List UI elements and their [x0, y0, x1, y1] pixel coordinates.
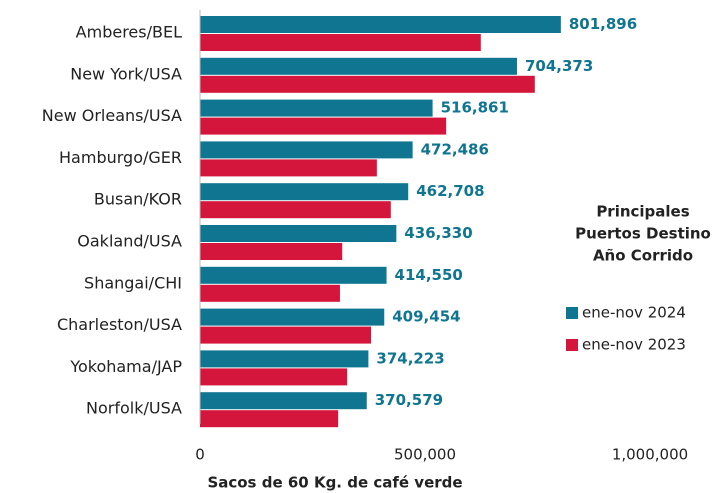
bar — [200, 326, 371, 344]
bar — [200, 243, 343, 260]
bar — [200, 183, 409, 201]
bar — [200, 34, 481, 51]
data-label: 436,330 — [404, 224, 472, 242]
legend-title: Puertos Destino — [575, 225, 711, 243]
data-label: 472,486 — [421, 140, 489, 158]
bar — [200, 266, 387, 284]
data-label: 370,579 — [375, 391, 443, 409]
legend-swatch — [566, 307, 578, 319]
y-tick-label: Shangai/CHI — [84, 273, 182, 292]
legend-swatch — [566, 339, 578, 351]
bar — [200, 308, 385, 326]
y-tick-label: Norfolk/USA — [86, 399, 182, 418]
data-label: 409,454 — [392, 308, 460, 326]
bar — [200, 75, 535, 93]
data-label: 516,861 — [441, 99, 509, 117]
x-tick-label: 500,000 — [394, 446, 456, 464]
legend-title: Año Corrido — [593, 247, 693, 265]
bar — [200, 117, 447, 135]
data-label: 704,373 — [525, 57, 593, 75]
bar — [200, 16, 561, 33]
data-label: 462,708 — [416, 182, 484, 200]
y-tick-label: Oakland/USA — [77, 232, 182, 251]
bar — [200, 159, 377, 177]
legend-title: Principales — [596, 203, 689, 221]
x-tick-label: 0 — [195, 446, 205, 464]
bar — [200, 410, 339, 428]
bar — [200, 284, 340, 302]
data-label: 374,223 — [376, 349, 444, 367]
data-label: 414,550 — [395, 266, 463, 284]
y-tick-label: Amberes/BEL — [76, 23, 182, 42]
bar — [200, 350, 369, 368]
y-tick-label: Charleston/USA — [57, 315, 182, 334]
y-tick-label: Busan/KOR — [94, 190, 182, 209]
legend-label: ene-nov 2024 — [582, 304, 686, 322]
bar — [200, 141, 413, 159]
y-tick-label: Hamburgo/GER — [59, 148, 182, 167]
x-tick-label: 1,000,000 — [612, 446, 688, 464]
bar — [200, 201, 391, 219]
bar — [200, 368, 348, 386]
bar — [200, 225, 397, 242]
y-tick-label: New York/USA — [70, 64, 182, 83]
y-tick-label: Yokohama/JAP — [69, 357, 182, 376]
bar — [200, 99, 433, 117]
data-label: 801,896 — [569, 15, 637, 33]
y-tick-label: New Orleans/USA — [42, 106, 182, 125]
bar — [200, 392, 367, 410]
x-axis-title: Sacos de 60 Kg. de café verde — [207, 474, 462, 492]
bar — [200, 57, 517, 75]
legend-label: ene-nov 2023 — [582, 336, 686, 354]
